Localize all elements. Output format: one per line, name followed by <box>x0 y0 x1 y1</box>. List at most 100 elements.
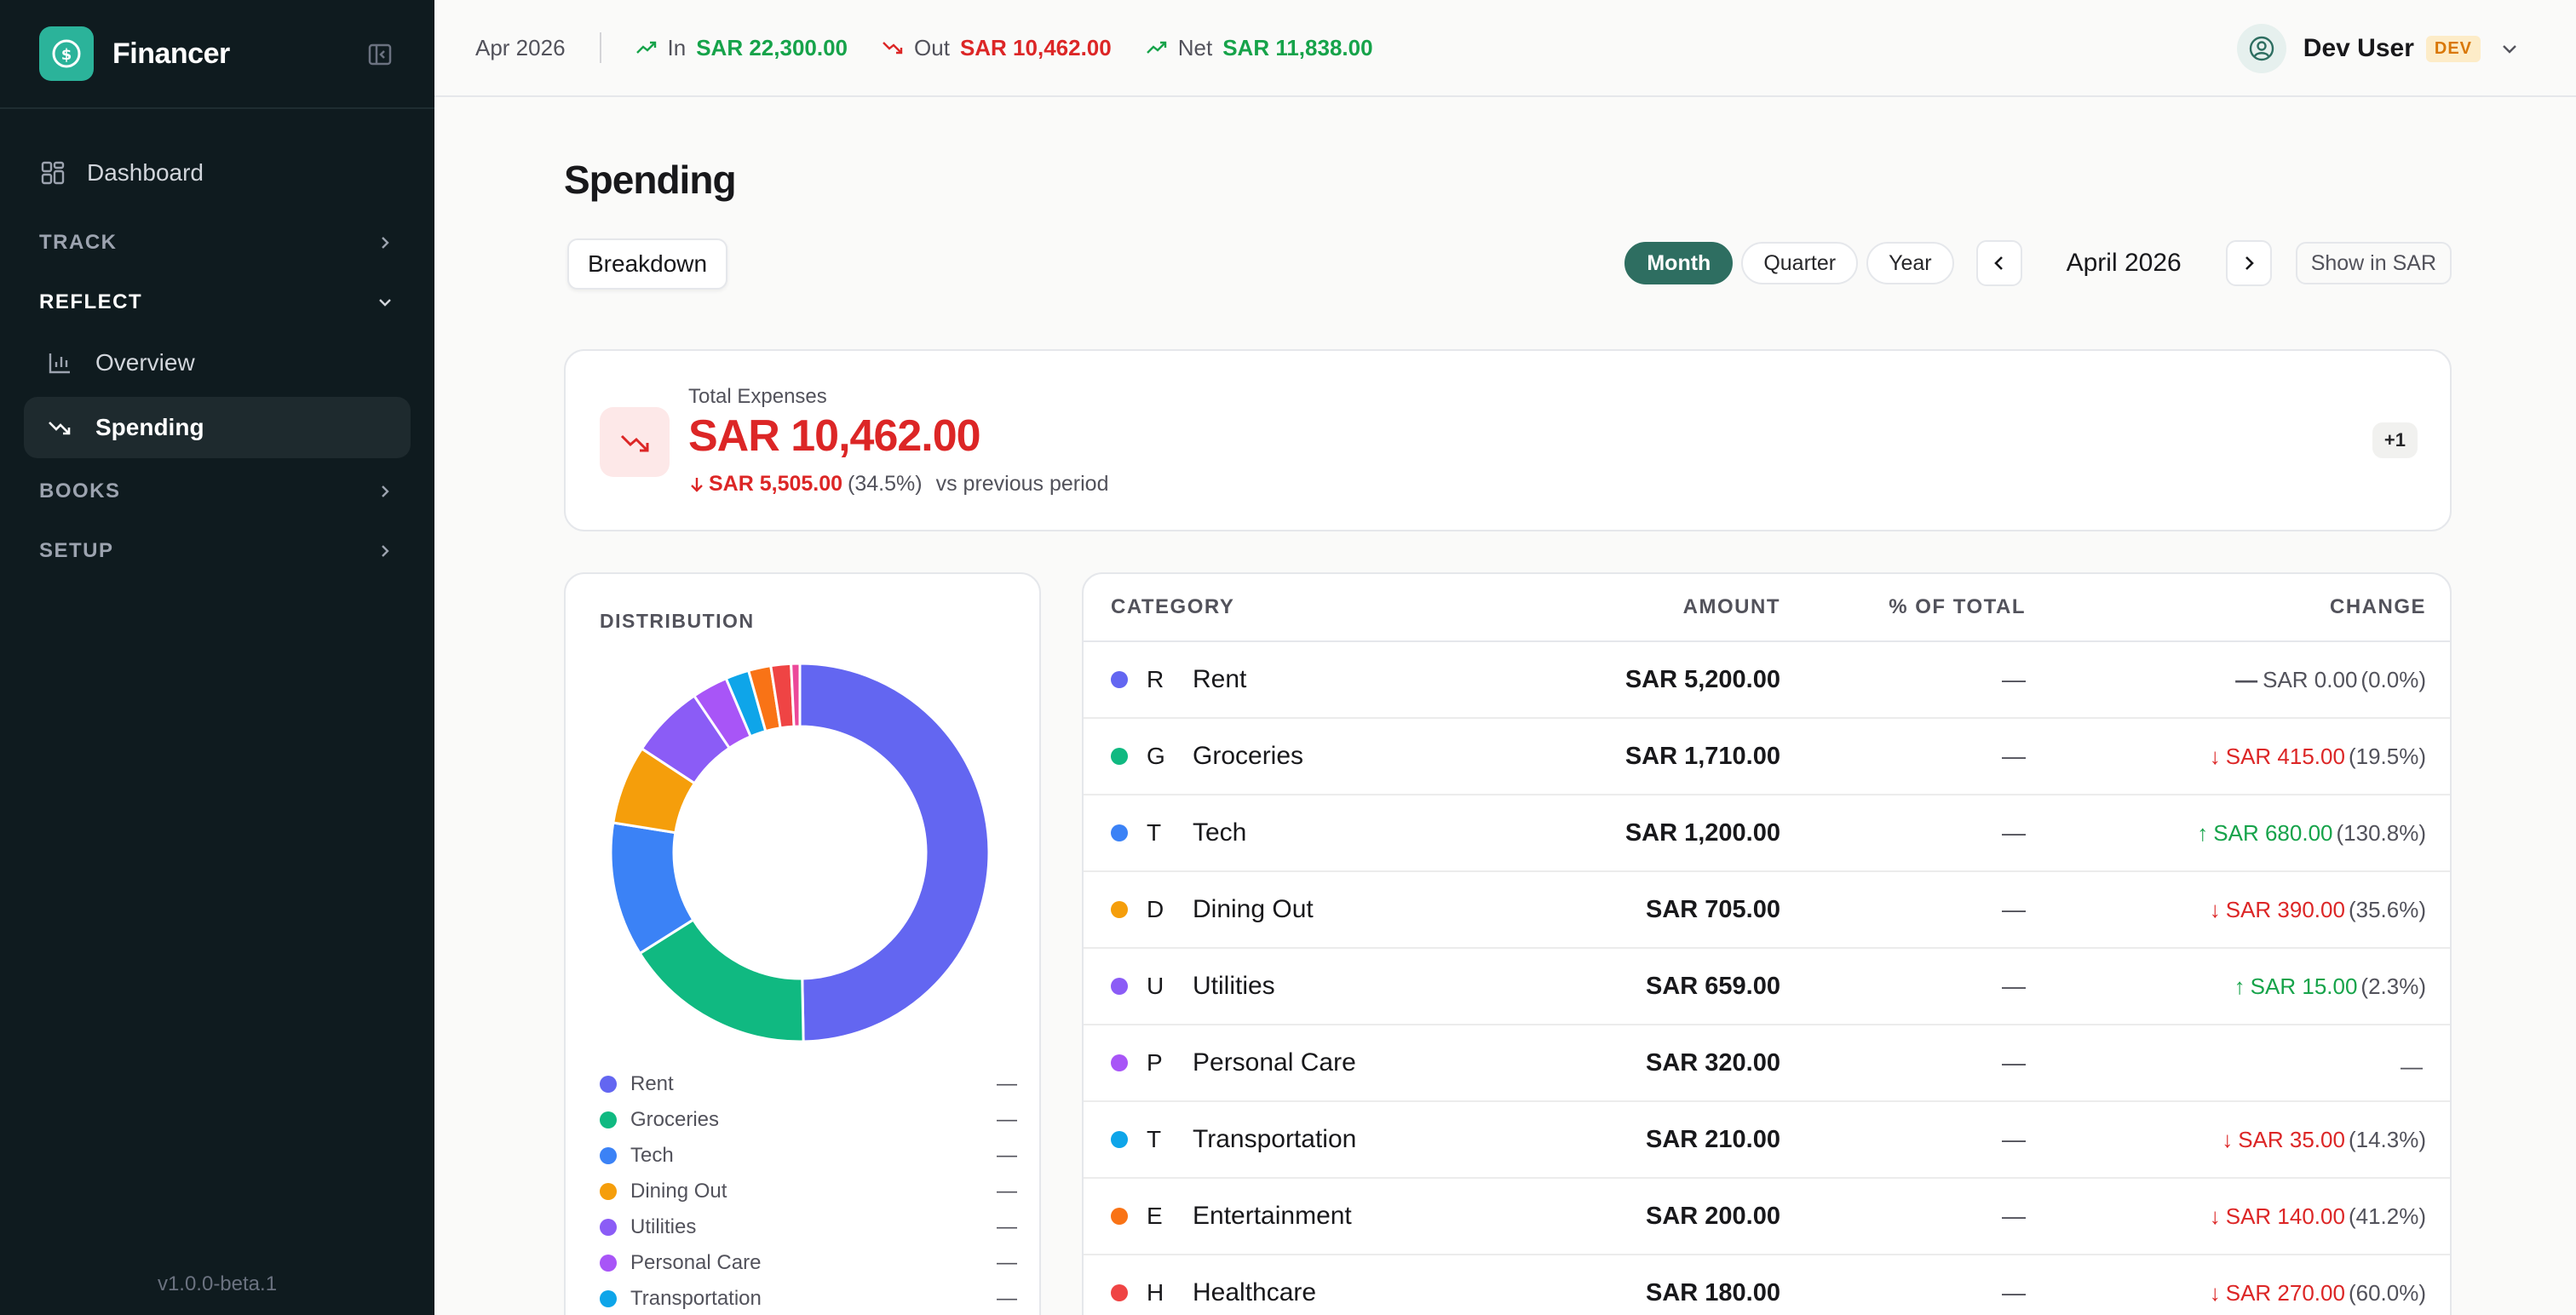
legend-value: — <box>997 1287 1017 1310</box>
table-row[interactable]: T Tech SAR 1,200.00 — ↑ SAR 680.00 (130.8%) <box>1084 795 2450 872</box>
change-cell: ↓ SAR 140.00 (41.2%) <box>2026 1203 2426 1230</box>
expense-label: Out <box>914 34 950 60</box>
period-quarter-button[interactable]: Quarter <box>1741 242 1859 284</box>
change-arrow-icon: ↑ <box>2234 973 2245 999</box>
previous-period-button[interactable] <box>1975 240 2022 286</box>
show-in-sar-button[interactable]: Show in SAR <box>2295 242 2452 284</box>
percent-cell: — <box>2002 896 2026 922</box>
amount-cell: SAR 200.00 <box>1646 1202 1780 1230</box>
expense-stat: Out SAR 10,462.00 <box>882 35 1112 61</box>
breakdown-button[interactable]: Breakdown <box>567 238 728 290</box>
amount-cell: SAR 705.00 <box>1646 895 1780 923</box>
amount-cell: SAR 210.00 <box>1646 1125 1780 1153</box>
change-amount: — <box>2401 1054 2423 1080</box>
change-indicator: ↓ SAR 35.00 (14.3%) <box>2222 1127 2426 1153</box>
column-header-percent[interactable]: % OF TOTAL <box>1889 595 2026 618</box>
sidebar-collapse-icon[interactable] <box>366 41 394 68</box>
donut-slice-other[interactable] <box>790 662 802 728</box>
table-row[interactable]: P Personal Care SAR 320.00 — — <box>1084 1025 2450 1102</box>
section-label: TRACK <box>39 231 118 254</box>
change-arrow-icon: — <box>2235 667 2258 692</box>
category-name: Dining Out <box>1193 895 1314 923</box>
sidebar-section-setup[interactable]: SETUP <box>24 521 411 581</box>
change-amount: SAR 140.00 <box>2225 1203 2345 1229</box>
legend-label: Groceries <box>630 1108 720 1131</box>
category-cell: D Dining Out <box>1084 895 1552 924</box>
column-header-category[interactable]: CATEGORY <box>1111 595 1235 618</box>
total-expenses-value: SAR 10,462.00 <box>688 411 981 461</box>
category-cell: U Utilities <box>1084 972 1552 1001</box>
sidebar-section-books[interactable]: BOOKS <box>24 462 411 521</box>
category-color-dot <box>1111 978 1128 995</box>
total-expenses-change: SAR 5,505.00 (34.5%) vs previous period <box>688 472 1108 497</box>
amount-cell: SAR 5,200.00 <box>1624 665 1780 693</box>
change-arrow-icon: ↓ <box>2209 1280 2221 1306</box>
category-initial-icon: E <box>1147 1203 1163 1229</box>
legend-item: Utilities — <box>600 1209 1017 1245</box>
sidebar-item-overview[interactable]: Overview <box>24 332 411 393</box>
table-row[interactable]: E Entertainment SAR 200.00 — ↓ SAR 140.00 (41.… <box>1084 1179 2450 1255</box>
user-menu[interactable]: Dev User DEV <box>2236 24 2521 73</box>
sidebar-item-dashboard[interactable]: Dashboard <box>24 143 411 203</box>
more-currencies-badge[interactable]: +1 <box>2372 422 2418 458</box>
change-percent: (35.6%) <box>2348 897 2426 922</box>
legend-value: — <box>997 1108 1017 1131</box>
table-row[interactable]: H Healthcare SAR 180.00 — ↓ SAR 270.00 (60.0%) <box>1084 1255 2450 1315</box>
table-row[interactable]: U Utilities SAR 659.00 — ↑ SAR 15.00 (2.3%) <box>1084 949 2450 1025</box>
amount-cell: SAR 659.00 <box>1646 972 1780 1000</box>
bar-chart-icon <box>46 349 73 376</box>
spending-details: DISTRIBUTION Rent — Groceries — <box>564 572 2452 1315</box>
sidebar: $ Financer <box>0 0 434 1315</box>
app-logo-icon: $ <box>39 26 94 81</box>
legend-item: Rent — <box>600 1066 1017 1102</box>
column-header-change[interactable]: CHANGE <box>2329 595 2426 618</box>
change-indicator: ↓ SAR 390.00 (35.6%) <box>2210 897 2426 923</box>
chevron-right-icon <box>382 237 389 249</box>
change-percent: (2.3%) <box>2360 973 2426 999</box>
sidebar-section-reflect[interactable]: REFLECT <box>24 273 411 332</box>
change-amount: SAR 270.00 <box>2225 1280 2345 1306</box>
legend-label: Rent <box>630 1072 674 1095</box>
topbar: Apr 2026 In SAR 22,300.00 Out SAR 10,462… <box>434 0 2576 97</box>
net-stat: Net SAR 11,838.00 <box>1146 35 1373 61</box>
amount-cell: SAR 180.00 <box>1646 1278 1780 1306</box>
percent-cell: — <box>2002 1049 2026 1076</box>
table-row[interactable]: G Groceries SAR 1,710.00 — ↓ SAR 415.00 (19.5%… <box>1084 719 2450 795</box>
category-initial-icon: D <box>1147 896 1164 922</box>
change-indicator: ↓ SAR 415.00 (19.5%) <box>2210 744 2426 770</box>
table-row[interactable]: D Dining Out SAR 705.00 — ↓ SAR 390.00 (35.6%) <box>1084 872 2450 949</box>
arrow-down-icon <box>691 477 703 492</box>
app-version: v1.0.0-beta.1 <box>157 1272 278 1295</box>
change-amount: SAR 35.00 <box>2238 1127 2345 1152</box>
change-comparison-text: vs previous period <box>935 472 1109 496</box>
next-period-button[interactable] <box>2225 240 2272 286</box>
donut-slice-rent[interactable] <box>798 662 991 1043</box>
change-amount: SAR 15.00 <box>2250 973 2358 999</box>
change-percent: (130.8%) <box>2336 820 2427 846</box>
sidebar-section-track[interactable]: TRACK <box>24 213 411 273</box>
percent-cell: — <box>2002 666 2026 692</box>
sidebar-item-spending[interactable]: Spending <box>24 397 411 458</box>
table-row[interactable]: R Rent SAR 5,200.00— — SAR 0.00 (0.0%) <box>1084 642 2450 719</box>
legend-label: Transportation <box>630 1287 762 1310</box>
change-cell: ↓ SAR 270.00 (60.0%) <box>2026 1279 2426 1306</box>
legend-swatch <box>600 1076 617 1093</box>
period-year-button[interactable]: Year <box>1866 242 1954 284</box>
period-month-button[interactable]: Month <box>1624 242 1734 284</box>
legend-label: Personal Care <box>630 1251 762 1274</box>
category-color-dot <box>1111 1131 1128 1148</box>
legend-label: Dining Out <box>630 1180 727 1203</box>
chevron-left-icon <box>1993 256 2003 270</box>
trending-down-icon <box>46 414 73 441</box>
category-color-dot <box>1111 1284 1128 1301</box>
legend-swatch <box>600 1111 617 1128</box>
chevron-down-icon <box>379 299 391 307</box>
table-row[interactable]: T Transportation SAR 210.00 — ↓ SAR 35.00 (14.… <box>1084 1102 2450 1179</box>
column-header-amount[interactable]: AMOUNT <box>1682 595 1780 618</box>
sidebar-item-label: Overview <box>95 349 195 376</box>
period-controls: Month Quarter Year April 2026 Show in SA… <box>1616 240 2452 286</box>
category-cell: G Groceries <box>1084 742 1552 771</box>
change-amount: SAR 5,505.00 <box>709 472 843 496</box>
change-cell: ↓ SAR 415.00 (19.5%) <box>2026 743 2426 770</box>
